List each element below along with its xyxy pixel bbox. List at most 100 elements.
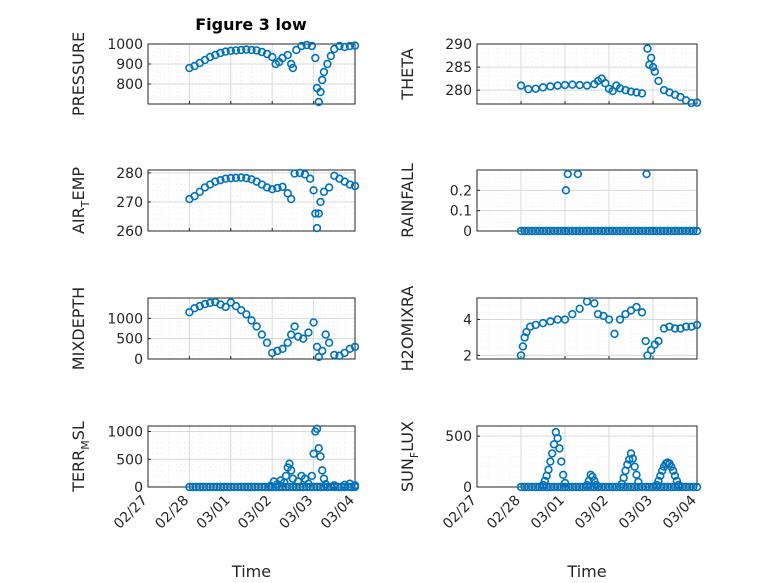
data-point: [231, 46, 241, 55]
data-point: [582, 297, 592, 306]
data-point: [311, 209, 320, 218]
data-point: [626, 87, 636, 96]
data-point: [247, 45, 256, 55]
data-point: [340, 348, 349, 358]
data-point: [252, 46, 261, 55]
data-point: [211, 50, 220, 60]
y-tick-label: 4: [463, 313, 472, 329]
data-point: [252, 322, 261, 331]
data-point: [681, 322, 691, 331]
data-point: [642, 169, 651, 179]
data-point: [321, 480, 330, 489]
data-point: [242, 173, 251, 183]
y-tick-label: 260: [116, 224, 143, 240]
data-point: [516, 81, 526, 90]
data-point: [667, 462, 676, 471]
y-tick-label: 285: [445, 60, 472, 76]
y-tick-label: 0: [463, 224, 472, 240]
data-point: [321, 330, 330, 339]
data-point: [314, 209, 323, 218]
data-point: [544, 465, 553, 474]
data-point: [330, 481, 339, 490]
x-tick-label: 02/27: [111, 493, 151, 533]
data-point: [674, 480, 683, 490]
y-tick-label: 0: [134, 480, 143, 496]
data-point: [262, 183, 272, 192]
data-point: [236, 306, 246, 315]
y-tick-label: 800: [116, 77, 143, 93]
data-point: [524, 85, 533, 94]
data-point: [586, 470, 595, 479]
data-point: [316, 452, 325, 461]
data-point: [311, 53, 320, 63]
y-tick-label: 280: [116, 166, 143, 182]
data-point: [568, 309, 577, 319]
data-point: [345, 41, 355, 51]
data-point: [590, 476, 599, 486]
data-point: [563, 169, 572, 179]
axes-box: [476, 43, 698, 105]
data-point: [591, 480, 601, 490]
data-point: [560, 478, 570, 488]
data-point: [309, 186, 318, 195]
data-point: [221, 302, 230, 312]
data-point: [257, 47, 267, 57]
data-point: [283, 338, 292, 347]
data-point: [345, 344, 355, 354]
data-point: [312, 223, 322, 233]
data-point: [314, 97, 323, 107]
data-point: [643, 44, 652, 53]
data-point: [672, 476, 682, 486]
data-point: [242, 310, 251, 319]
data-point: [307, 471, 317, 481]
x-tick-label: 03/02: [235, 493, 275, 533]
data-point: [318, 466, 327, 475]
data-point: [309, 318, 318, 327]
data-point: [516, 351, 526, 360]
data-point: [641, 336, 650, 346]
data-point: [242, 45, 251, 54]
data-point: [247, 316, 256, 325]
data-point: [257, 330, 267, 339]
data-point: [648, 62, 658, 72]
data-point: [205, 52, 215, 62]
data-point: [205, 298, 215, 308]
y-tick-label: 0: [463, 480, 472, 496]
data-point: [546, 457, 555, 466]
data-point: [273, 346, 282, 356]
y-tick-label: 900: [116, 57, 143, 73]
data-point: [692, 98, 702, 107]
data-point: [650, 67, 660, 76]
data-point: [568, 80, 577, 89]
data-point: [531, 84, 540, 93]
data-point: [295, 168, 304, 178]
data-point: [575, 304, 584, 313]
y-axis-label: MIXDEPTH: [69, 287, 88, 370]
data-point: [221, 174, 230, 183]
data-point: [689, 482, 698, 492]
y-axis-label: THETA: [398, 48, 417, 100]
x-tick-label: 03/03: [277, 493, 317, 533]
data-point: [309, 449, 318, 458]
data-point: [304, 328, 313, 337]
y-tick-label: 0.1: [450, 204, 472, 220]
data-point: [670, 324, 680, 333]
panel-theta: 280 285 290 THETA: [398, 37, 702, 108]
data-point: [546, 317, 555, 326]
data-point: [628, 454, 638, 463]
y-tick-label: 1000: [107, 425, 143, 441]
panel-h2omixra: 2 4 H2OMIXRA: [398, 286, 702, 371]
data-point: [668, 466, 678, 475]
data-point: [654, 336, 663, 346]
data-point: [231, 301, 241, 311]
data-point: [520, 333, 529, 342]
data-point: [561, 186, 571, 195]
y-tick-label: 270: [116, 195, 143, 211]
axes-box: [147, 43, 356, 105]
data-point: [283, 50, 292, 60]
data-point: [288, 63, 298, 73]
panel-rainfall: 0 0.1 0.2 RAINFALL: [398, 163, 702, 240]
data-point: [604, 315, 614, 324]
data-point: [646, 53, 656, 63]
data-point: [560, 315, 570, 324]
